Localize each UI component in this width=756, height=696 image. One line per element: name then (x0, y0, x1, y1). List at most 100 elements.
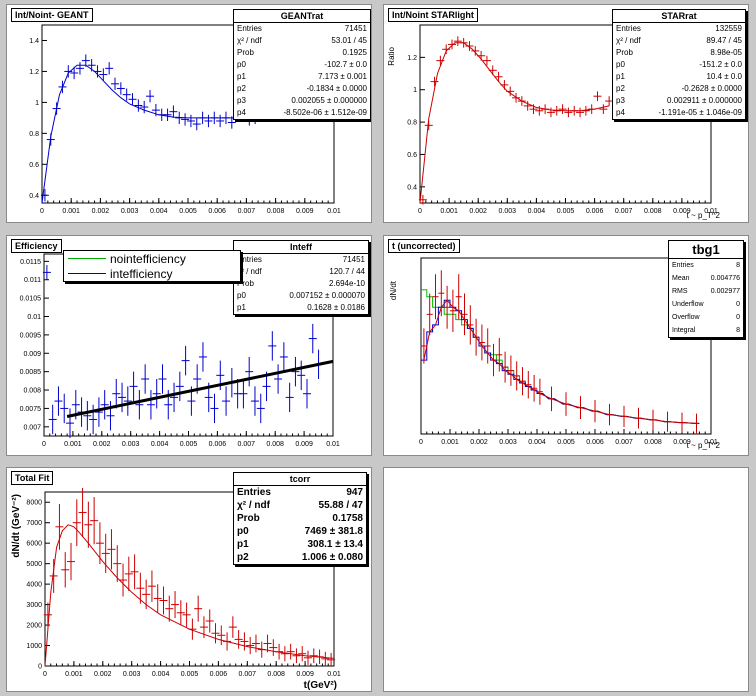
y-axis-label: dN/dt (GeV⁻²) (11, 494, 22, 558)
x-tick-label: 0.007 (615, 208, 633, 215)
stats-value: 53.01 / 45 (331, 36, 367, 45)
plot-pad-efficiency: 0 0.001 0.002 0.003 0.004 0.005 0.006 0.007 0.00… (6, 235, 372, 456)
stats-row: χ² / ndf 55.88 / 47 (234, 499, 366, 512)
stats-value: -1.191e-05 ± 1.046e-09 (658, 108, 742, 117)
stats-value: 0 (736, 301, 740, 308)
stats-value: -8.502e-06 ± 1.512e-09 (283, 108, 367, 117)
stats-row: p1 308.1 ± 13.4 (234, 538, 366, 551)
x-tick-label: 0.004 (528, 208, 546, 215)
y-tick-label: 0.8 (407, 120, 417, 127)
stats-row: Entries 8 (669, 259, 743, 272)
x-tick-label: 0.006 (209, 441, 227, 448)
legend-label: nointefficiency (110, 251, 186, 266)
stats-row: p0 -151.2 ± 0.0 (613, 59, 745, 71)
stats-row: p1 0.1628 ± 0.0186 (234, 302, 368, 314)
y-tick-label: 1.2 (407, 55, 417, 62)
stats-key: p1 (237, 72, 246, 81)
stats-value: -151.2 ± 0.0 (699, 60, 742, 69)
pad-title: t (uncorrected) (388, 239, 460, 253)
stats-row: p4 -1.191e-05 ± 1.046e-09 (613, 107, 745, 119)
x-tick-label: 0.007 (238, 441, 256, 448)
stats-box: tbg1 Entries 8 Mean 0.004776 RMS 0.002977 Unde… (668, 240, 744, 338)
stats-key: Prob (616, 48, 633, 57)
x-axis-label: t ~ p_T^2 (687, 211, 721, 220)
y-tick-label: 0.0095 (20, 332, 42, 339)
y-tick-label: 0.0085 (20, 369, 42, 376)
stats-value: 7.173 ± 0.001 (318, 72, 367, 81)
y-tick-label: 0.0115 (20, 259, 41, 266)
histogram-step (421, 299, 700, 424)
x-tick-label: 0.006 (210, 671, 228, 678)
stats-value: 1.006 ± 0.080 (301, 552, 363, 563)
x-tick-label: 0.004 (528, 439, 546, 446)
stats-key: Entries (237, 255, 262, 264)
stats-key: p0 (237, 291, 246, 300)
y-axis-label: dN/dt (389, 280, 398, 300)
stats-row: Entries 947 (234, 486, 366, 499)
legend: nointefficiency intefficiency (63, 250, 241, 282)
stats-value: 0.004776 (710, 275, 740, 282)
y-tick-label: 4000 (26, 582, 42, 589)
stats-key: p1 (237, 303, 246, 312)
stats-value: 71451 (342, 255, 365, 264)
stats-value: 8 (736, 262, 740, 269)
stats-row: Prob 8.98e-05 (613, 47, 745, 59)
legend-line-icon (68, 258, 106, 259)
stats-key: Mean (672, 275, 690, 282)
x-tick-label: 0.01 (704, 439, 718, 446)
stats-key: p4 (616, 108, 625, 117)
stats-value: 0.007152 ± 0.000070 (289, 291, 365, 300)
y-tick-label: 3000 (26, 602, 42, 609)
stats-value: -0.2628 ± 0.0000 (681, 84, 742, 93)
stats-value: 120.7 / 44 (329, 267, 365, 276)
x-tick-label: 0.002 (469, 208, 487, 215)
stats-value: 0.1628 ± 0.0186 (307, 303, 365, 312)
stats-key: Prob (237, 513, 260, 524)
stats-row: p2 -0.2628 ± 0.0000 (613, 83, 745, 95)
fit-curve (41, 64, 262, 204)
x-axis-label: t ~ p_T^2 (687, 441, 721, 450)
x-tick-label: 0.01 (327, 671, 341, 678)
stats-key: χ² / ndf (237, 500, 270, 511)
y-tick-label: 0.007 (23, 424, 41, 431)
stats-value: 0.002055 ± 0.000000 (291, 96, 367, 105)
stats-key: p1 (616, 72, 625, 81)
stats-value: 10.4 ± 0.0 (706, 72, 742, 81)
stats-key: Overflow (672, 314, 700, 321)
fit-curve (419, 42, 610, 204)
stats-title: tcorr (234, 473, 366, 486)
y-tick-label: 0.8 (29, 131, 39, 138)
stats-key: Entries (616, 24, 641, 33)
stats-row: Entries 132559 (613, 23, 745, 35)
stats-box: STARrat Entries 132559 χ² / ndf 89.47 / 45 P… (612, 9, 746, 120)
stats-title: tbg1 (669, 241, 743, 259)
stats-row: p1 7.173 ± 0.001 (234, 71, 370, 83)
legend-label: intefficiency (110, 266, 173, 281)
stats-row: p1 10.4 ± 0.0 (613, 71, 745, 83)
x-tick-label: 0.001 (62, 208, 80, 215)
stats-value: 55.88 / 47 (318, 500, 363, 511)
stats-key: p3 (237, 96, 246, 105)
plot-pad-starlight-ratio: 0 0.001 0.002 0.003 0.004 0.005 0.006 0.007 0.00… (383, 4, 749, 223)
x-tick-label: 0.008 (644, 208, 662, 215)
y-tick-label: 8000 (26, 500, 42, 507)
stats-key: p2 (616, 84, 625, 93)
pad-title: Total Fit (11, 471, 54, 485)
x-tick-label: 0.005 (181, 671, 199, 678)
stats-rows: Entries 71451 χ² / ndf 120.7 / 44 Prob 2.694e… (234, 254, 368, 314)
x-tick-label: 0.008 (267, 671, 285, 678)
stats-row: p0 0.007152 ± 0.000070 (234, 290, 368, 302)
y-tick-label: 2000 (26, 623, 42, 630)
y-axis-label: Ratio (387, 46, 396, 65)
pad-title: Int/Noint STARlight (388, 8, 478, 22)
y-tick-label: 0.0105 (20, 296, 42, 303)
stats-row: p4 -8.502e-06 ± 1.512e-09 (234, 107, 370, 119)
stats-row: Underflow 0 (669, 298, 743, 311)
stats-value: 89.47 / 45 (706, 36, 742, 45)
y-tick-label: 6000 (26, 541, 42, 548)
stats-row: Entries 71451 (234, 23, 370, 35)
stats-title: STARrat (613, 10, 745, 23)
x-tick-label: 0.01 (327, 208, 341, 215)
x-tick-label: 0.002 (94, 671, 112, 678)
stats-row: χ² / ndf 89.47 / 45 (613, 35, 745, 47)
